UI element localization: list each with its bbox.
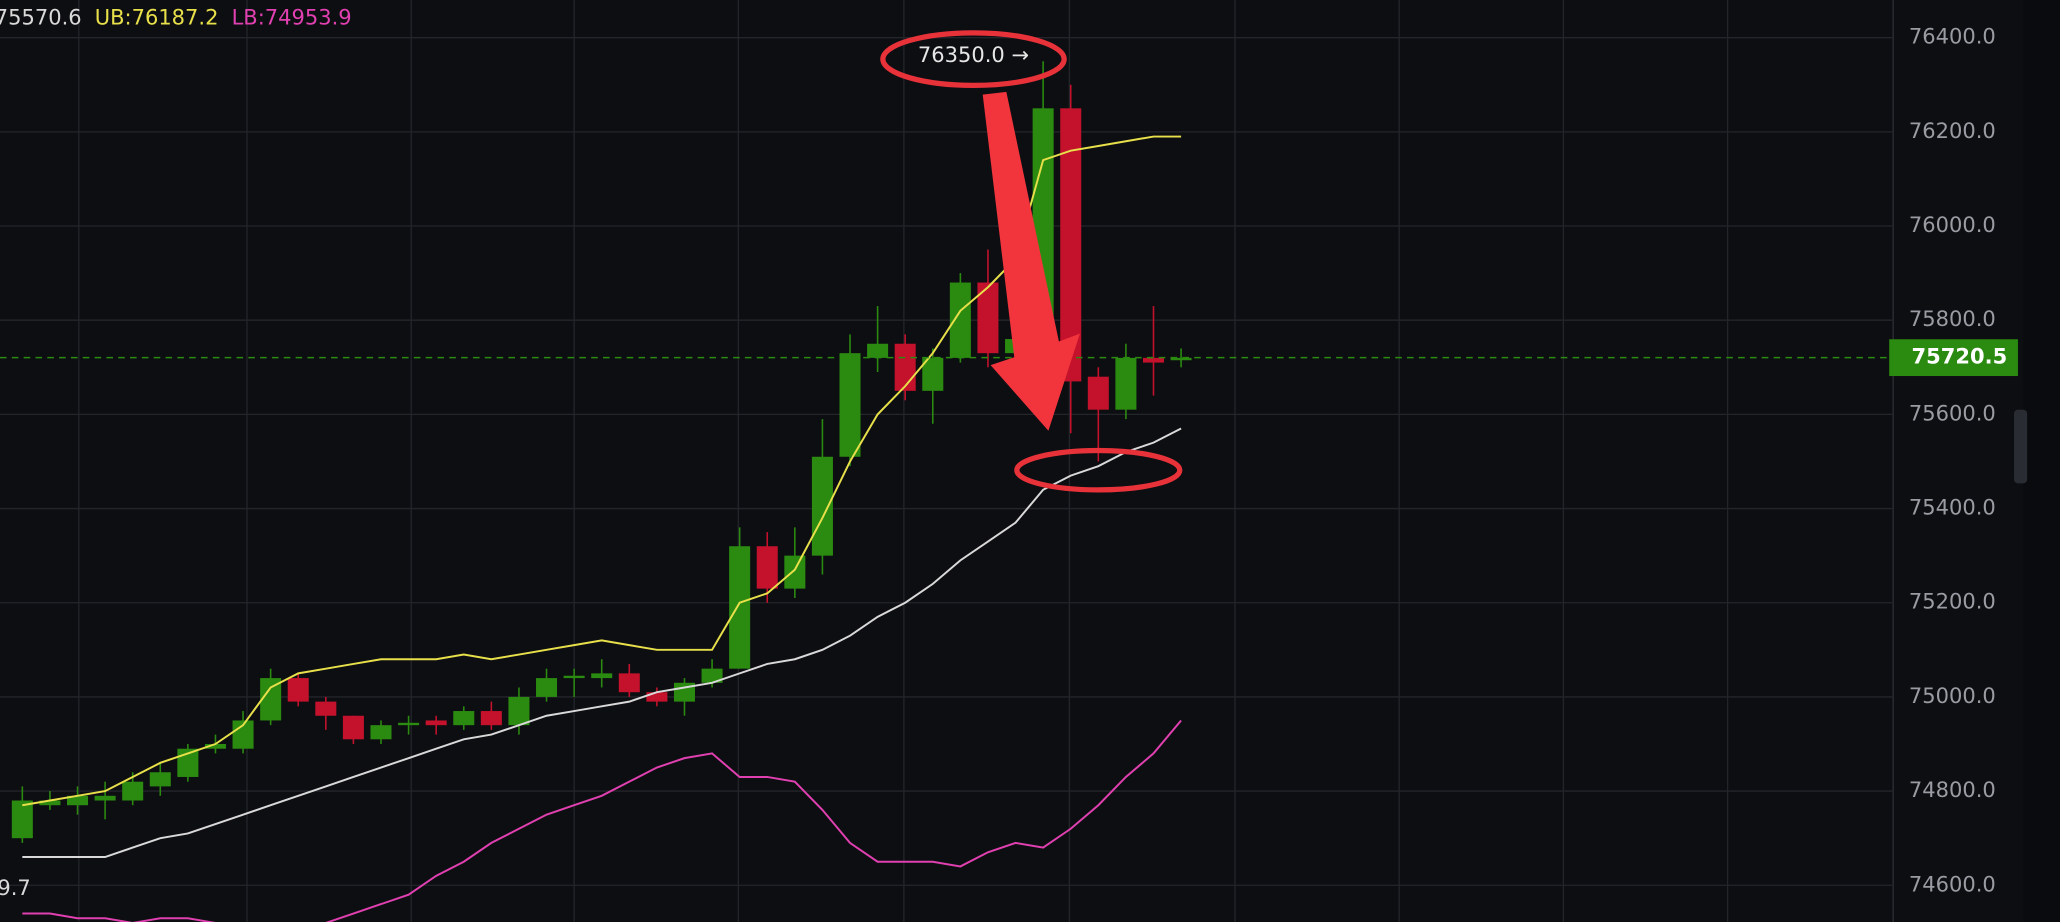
candle-body (94, 795, 116, 801)
candle-body (508, 696, 530, 726)
last-price-tag (1889, 339, 2018, 377)
y-tick-label: 75200.0 (1909, 589, 1996, 614)
candle-body (122, 781, 144, 801)
candle-body (1142, 357, 1165, 363)
lower-label: 9.7 (0, 875, 31, 900)
y-tick-label: 75400.0 (1909, 495, 1996, 520)
candle-body (729, 546, 751, 669)
candle-body (480, 711, 502, 726)
plot: 74600.0 74800.0 75000.0 75200.0 75400.0 75600… (0, 24, 2018, 922)
highlight-ellipse (880, 30, 1067, 88)
candle-body (342, 715, 364, 740)
candle-body (784, 555, 806, 589)
indicator-header: 75570.6 UB:76187.2 LB:74953.9 (0, 4, 352, 29)
arrow (982, 91, 1080, 431)
candle-body (591, 673, 613, 679)
annotations: 76350.0 → 75570.6 UB:76187.2 LB:74953.9 9.7 (0, 4, 1183, 900)
candle-body (370, 725, 392, 740)
candle-body (646, 692, 668, 702)
candle-body (922, 357, 944, 391)
last-price-label: 75720.5 (1912, 344, 2008, 369)
candle-body (67, 795, 89, 806)
indicator-value: UB:76187.2 (95, 4, 219, 29)
y-tick-label: 74800.0 (1909, 777, 1996, 802)
band-line (22, 427, 1182, 859)
candle-body (287, 678, 309, 702)
candle-body (398, 722, 420, 726)
candle-body (1115, 357, 1137, 410)
y-tick-label: 75600.0 (1909, 400, 1996, 425)
candle-body (618, 673, 640, 693)
y-tick-label: 75800.0 (1909, 306, 1996, 331)
candle-body (839, 353, 861, 457)
collapse-handle[interactable] (2014, 409, 2028, 484)
candle-body (536, 678, 558, 697)
band-line (22, 135, 1182, 807)
candle-body (894, 343, 916, 391)
candle-body (204, 744, 226, 749)
candle-body (260, 678, 282, 721)
candle-body (1060, 108, 1082, 382)
band-line (22, 719, 1182, 922)
y-tick-label: 74600.0 (1909, 871, 1996, 896)
vertical-grid (78, 0, 1729, 922)
max-annotation: 76350.0 → (918, 42, 1029, 67)
candle-body (867, 343, 889, 358)
candle-body (232, 720, 254, 749)
candle-body (1170, 357, 1192, 361)
candle-body (949, 282, 971, 358)
candle-body (701, 668, 723, 683)
candle-body (315, 701, 337, 716)
candle-body (425, 720, 447, 726)
candle-body (1087, 376, 1109, 410)
highlight-ellipse (1014, 447, 1183, 493)
indicator-value: LB:74953.9 (232, 4, 352, 29)
y-tick-label: 76200.0 (1909, 118, 1996, 143)
candle-body (11, 800, 33, 839)
right-toolbar (2023, 0, 2060, 922)
candle-body (811, 456, 833, 556)
y-tick-label: 76000.0 (1909, 212, 1996, 237)
y-tick-label: 75000.0 (1909, 683, 1996, 708)
y-tick-label: 76400.0 (1909, 24, 1996, 49)
candle-body (453, 711, 475, 726)
indicator-value: 75570.6 (0, 4, 82, 29)
candle-body (563, 675, 585, 679)
candle-body (149, 772, 171, 787)
candle-body (977, 282, 999, 354)
candle-body (39, 800, 61, 806)
candle-body (756, 546, 778, 589)
